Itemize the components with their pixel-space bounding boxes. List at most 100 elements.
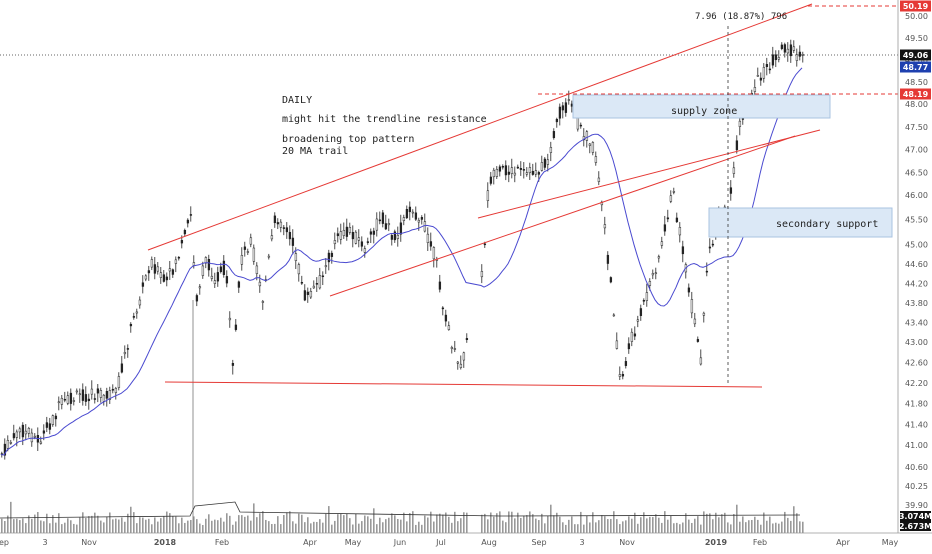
candle-body bbox=[108, 390, 112, 400]
price-tick-label: 49.50 bbox=[905, 34, 928, 43]
time-tick-label: Jul bbox=[435, 538, 446, 547]
candle-body bbox=[759, 77, 763, 81]
candle-body bbox=[636, 319, 640, 322]
volume-bar bbox=[301, 514, 303, 533]
volume-bar bbox=[721, 514, 723, 533]
candle-body bbox=[21, 424, 25, 438]
candle-body bbox=[360, 241, 364, 247]
candle-body bbox=[642, 300, 646, 302]
volume-bar bbox=[799, 521, 801, 533]
candle-body bbox=[603, 224, 607, 229]
candle-body bbox=[267, 255, 271, 258]
time-tick-label: Nov bbox=[81, 538, 97, 547]
volume-bar bbox=[538, 520, 540, 533]
candle-body bbox=[150, 259, 154, 268]
candle-body bbox=[288, 231, 292, 240]
volume-bar bbox=[274, 523, 276, 533]
supply-zone-label: supply zone bbox=[671, 106, 737, 117]
volume-bar bbox=[397, 518, 399, 533]
volume-bar bbox=[286, 512, 288, 533]
volume-bar bbox=[193, 516, 195, 533]
volume-bar bbox=[454, 511, 456, 533]
candle-body bbox=[225, 276, 229, 284]
candle-body bbox=[300, 282, 304, 284]
volume-bar bbox=[448, 516, 450, 533]
volume-bar bbox=[151, 524, 153, 533]
volume-bar bbox=[337, 514, 339, 533]
volume-bar bbox=[787, 517, 789, 533]
candle-body bbox=[39, 441, 43, 444]
volume-bar bbox=[691, 522, 693, 533]
volume-bar bbox=[445, 512, 447, 533]
secondary-support-label: secondary support bbox=[776, 219, 878, 230]
volume-bar bbox=[364, 515, 366, 533]
candle-body bbox=[591, 142, 595, 153]
candle-body bbox=[459, 363, 463, 368]
volume-bar bbox=[307, 517, 309, 533]
candle-body bbox=[321, 275, 325, 278]
volume-bar bbox=[760, 524, 762, 533]
volume-bar bbox=[82, 512, 84, 533]
volume-bar bbox=[358, 523, 360, 533]
volume-bar bbox=[577, 524, 579, 533]
candle-body bbox=[372, 230, 376, 235]
volume-bar bbox=[646, 518, 648, 533]
time-tick-label: Sep bbox=[531, 538, 546, 547]
candle-body bbox=[534, 170, 538, 175]
candle-body bbox=[186, 219, 190, 224]
candle-body bbox=[159, 272, 163, 278]
candle-body bbox=[201, 265, 205, 276]
volume-bar bbox=[415, 524, 417, 533]
candle-body bbox=[597, 177, 601, 182]
price-tick-label: 43.40 bbox=[905, 319, 928, 328]
volume-bar bbox=[667, 519, 669, 533]
supply-zone-box bbox=[572, 94, 831, 119]
volume-bar bbox=[211, 520, 213, 533]
candle-body bbox=[510, 167, 514, 174]
volume-bar bbox=[502, 520, 504, 533]
volume-bar bbox=[652, 517, 654, 533]
volume-bar bbox=[778, 523, 780, 533]
price-badge bbox=[900, 49, 931, 61]
volume-bar bbox=[25, 523, 27, 533]
candle-body bbox=[543, 158, 547, 168]
candle-body bbox=[291, 237, 295, 246]
candle-body bbox=[777, 57, 781, 60]
volume-bar bbox=[802, 521, 804, 533]
candle-body bbox=[177, 256, 181, 259]
candle-body bbox=[495, 168, 499, 177]
volume-bar bbox=[49, 523, 51, 533]
candle-body bbox=[261, 301, 265, 303]
candle-body bbox=[657, 256, 661, 259]
candle-body bbox=[633, 333, 637, 337]
candle-body bbox=[42, 430, 46, 434]
candle-body bbox=[756, 75, 760, 77]
volume-bar bbox=[457, 521, 459, 533]
volume-bar bbox=[256, 517, 258, 533]
candle-body bbox=[126, 348, 130, 350]
price-tick-label: 48.50 bbox=[905, 78, 928, 87]
volume-bar bbox=[103, 522, 105, 533]
volume-bar bbox=[784, 511, 786, 533]
volume-bar bbox=[109, 512, 111, 533]
volume-bar bbox=[367, 516, 369, 533]
candle-body bbox=[789, 44, 793, 57]
candle-body bbox=[24, 430, 28, 435]
candle-body bbox=[81, 389, 85, 401]
volume-bar bbox=[439, 513, 441, 533]
candle-body bbox=[348, 226, 352, 233]
candle-body bbox=[450, 347, 454, 350]
volume-bar bbox=[682, 522, 684, 533]
candle-body bbox=[252, 247, 256, 262]
candle-body bbox=[312, 285, 316, 289]
candle-body bbox=[255, 265, 259, 274]
base-support-line bbox=[164, 381, 763, 388]
volume-bar bbox=[427, 517, 429, 533]
candle-body bbox=[780, 44, 784, 49]
volume-bar bbox=[658, 517, 660, 533]
candle-body bbox=[453, 348, 457, 350]
candle-body bbox=[138, 299, 142, 306]
candle-body bbox=[135, 311, 139, 314]
price-tick-label: 43.00 bbox=[905, 338, 928, 347]
volume-bar bbox=[379, 517, 381, 533]
